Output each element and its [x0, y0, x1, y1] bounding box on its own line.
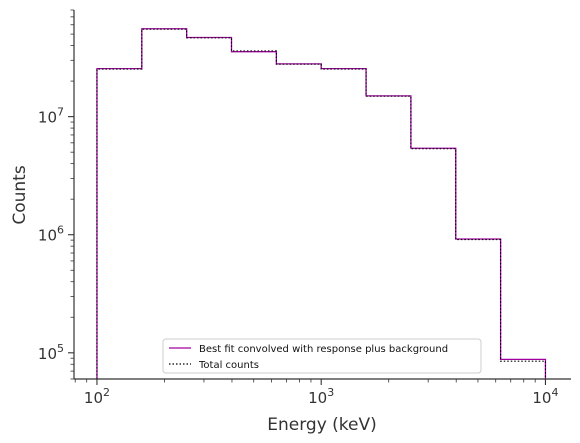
x-tick-label-exponent: 3	[327, 386, 334, 399]
x-tick-label-base: 10	[532, 389, 551, 407]
y-tick-label-exponent: 5	[57, 342, 64, 355]
legend-label-total-counts: Total counts	[198, 360, 259, 371]
x-tick-label: 103	[308, 386, 334, 407]
x-tick-label-base: 10	[84, 389, 103, 407]
y-tick-label-exponent: 6	[57, 224, 64, 237]
x-tick-label-base: 10	[308, 389, 327, 407]
x-ticks: 102 103 104	[84, 379, 558, 407]
series-layer	[96, 28, 547, 379]
x-tick-label-exponent: 4	[551, 386, 558, 399]
x-tick-label-exponent: 2	[103, 386, 110, 399]
minor-ticks	[70, 9, 536, 383]
y-tick-label-base: 10	[38, 109, 57, 127]
series-total-counts-line	[96, 28, 546, 379]
x-tick-label: 104	[532, 386, 558, 407]
y-tick-label: 105	[38, 342, 64, 363]
y-tick-label-base: 10	[38, 345, 57, 363]
y-tick-label-exponent: 7	[57, 106, 64, 119]
legend: Best fit convolved with response plus ba…	[162, 338, 482, 374]
legend-label-best-fit: Best fit convolved with response plus ba…	[199, 344, 448, 355]
series-best-fit-line	[96, 28, 547, 379]
y-axis-label: Counts	[10, 165, 30, 224]
x-axis-label: Energy (keV)	[267, 415, 377, 435]
y-tick-label: 107	[38, 106, 64, 127]
legend-box	[162, 338, 482, 374]
x-tick-label: 102	[84, 386, 110, 407]
y-tick-label-base: 10	[38, 227, 57, 245]
y-tick-label: 106	[38, 224, 64, 245]
